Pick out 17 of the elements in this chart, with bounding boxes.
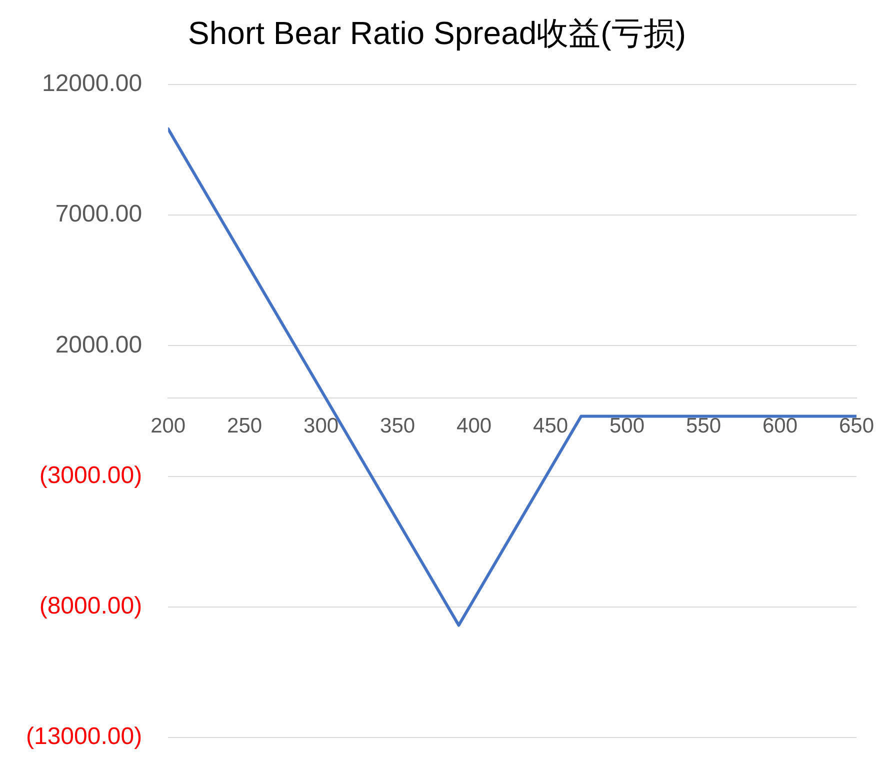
x-tick-label: 400 [456, 414, 492, 438]
x-tick-label: 650 [838, 414, 874, 438]
x-tick-label: 200 [150, 414, 186, 438]
y-tick-label: 12000.00 [42, 70, 142, 98]
x-tick-label: 500 [609, 414, 645, 438]
x-tick-label: 350 [380, 414, 416, 438]
y-tick-label: (13000.00) [26, 723, 142, 750]
x-tick-label: 450 [533, 414, 568, 438]
x-tick-label: 550 [686, 414, 722, 438]
y-tick-label: 2000.00 [55, 331, 142, 358]
x-tick-label: 300 [304, 414, 339, 438]
x-tick-label: 250 [227, 414, 262, 438]
y-tick-label: (3000.00) [39, 462, 142, 489]
x-tick-label: 600 [762, 414, 798, 438]
y-tick-label: (8000.00) [39, 592, 142, 620]
chart-title: Short Bear Ratio Spread收益(亏损) [188, 15, 686, 52]
y-tick-label: 7000.00 [55, 200, 142, 228]
